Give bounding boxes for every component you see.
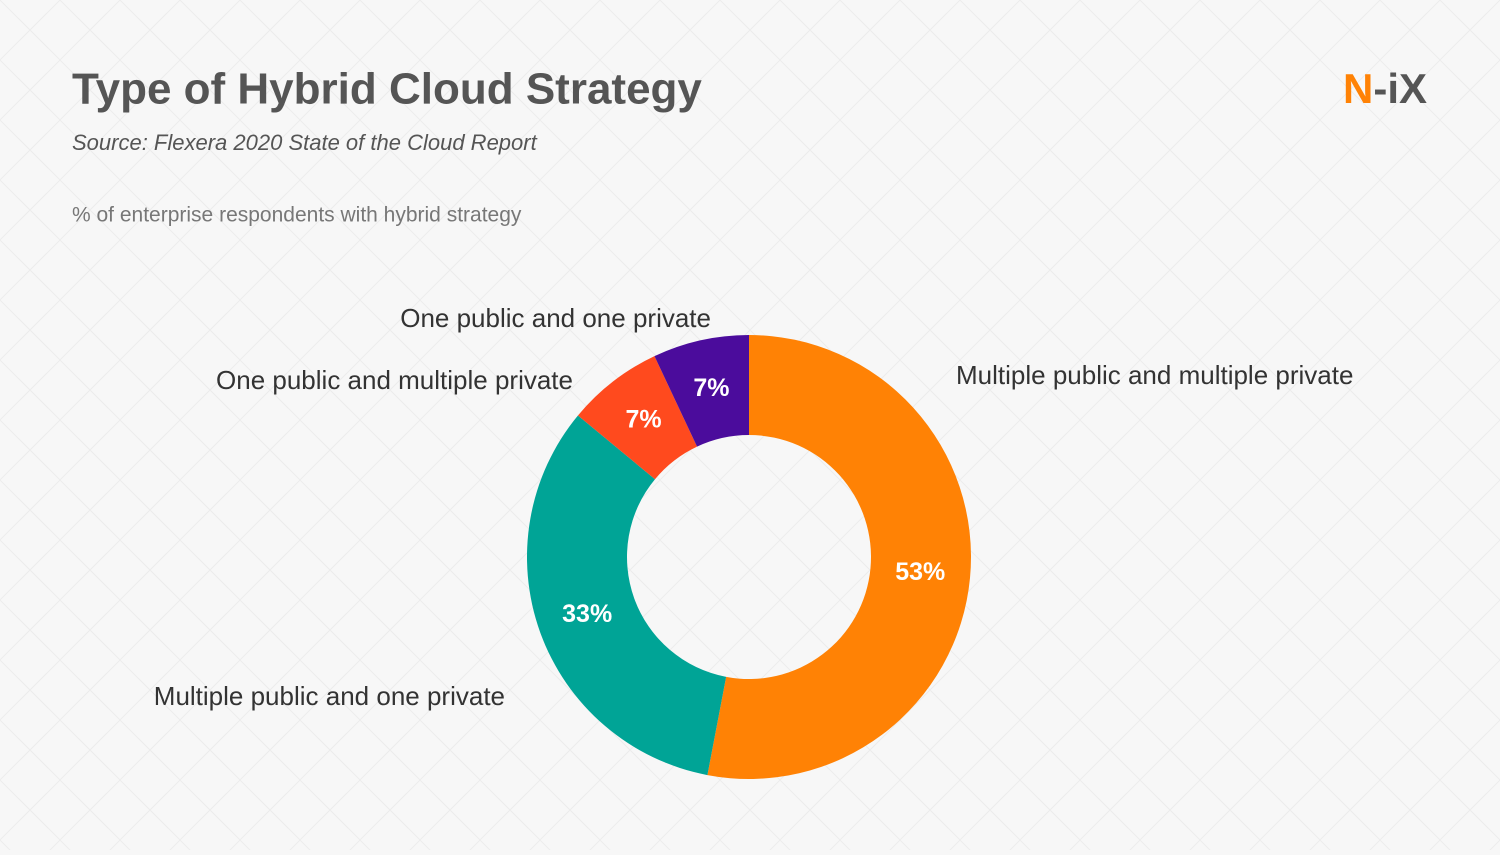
note: % of enterprise respondents with hybrid …	[72, 204, 522, 227]
category-label: Multiple public and multiple private	[956, 360, 1353, 390]
subtitle: Source: Flexera 2020 State of the Cloud …	[72, 130, 538, 155]
value-label: 53%	[895, 558, 945, 586]
category-label: Multiple public and one private	[154, 681, 505, 711]
logo-accent: N	[1343, 65, 1373, 112]
logo-rest: -iX	[1373, 65, 1427, 112]
donut-slice	[707, 335, 971, 779]
category-label: One public and multiple private	[216, 365, 573, 395]
value-label: 7%	[693, 374, 729, 402]
donut-slice	[654, 335, 749, 447]
donut-slice	[526, 415, 727, 776]
value-label: 7%	[626, 406, 662, 434]
donut-slice	[577, 356, 698, 480]
logo: N-iX	[1343, 65, 1427, 112]
chart-title: Type of Hybrid Cloud Strategy	[72, 65, 702, 114]
category-label: One public and one private	[400, 303, 711, 333]
value-label: 33%	[562, 600, 612, 628]
